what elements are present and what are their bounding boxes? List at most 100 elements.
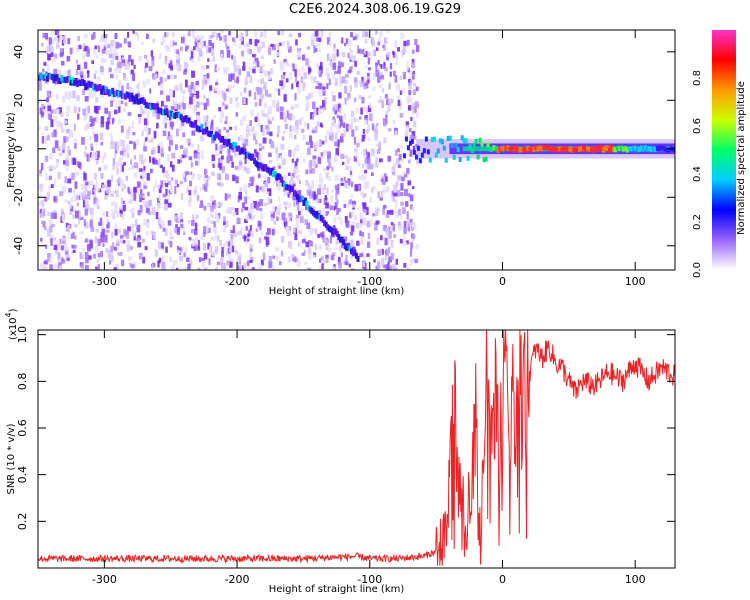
doppler-curve-mark — [324, 221, 328, 228]
noise-speck — [402, 171, 406, 176]
noise-speck — [367, 57, 370, 65]
noise-speck — [166, 154, 170, 162]
noise-speck — [87, 255, 92, 260]
noise-speck — [245, 226, 248, 231]
doppler-curve-mark — [38, 74, 41, 81]
noise-speck — [318, 87, 322, 93]
noise-speck — [85, 238, 89, 242]
noise-speck — [165, 188, 168, 197]
noise-speck — [402, 72, 406, 80]
noise-speck — [362, 207, 366, 212]
noise-speck — [314, 244, 318, 250]
noise-speck — [327, 73, 331, 80]
noise-speck — [177, 159, 181, 164]
noise-speck — [382, 44, 385, 49]
noise-speck — [49, 109, 54, 114]
noise-speck — [47, 53, 51, 61]
noise-speck — [379, 64, 383, 69]
noise-speck — [93, 172, 97, 180]
noise-speck — [400, 32, 405, 39]
noise-speck — [312, 254, 316, 259]
noise-speck — [395, 53, 399, 61]
noise-speck — [395, 200, 398, 208]
noise-speck — [142, 176, 145, 182]
noise-speck — [366, 253, 370, 257]
noise-speck — [201, 262, 205, 268]
noise-speck — [343, 203, 347, 208]
carrier-mark — [611, 146, 615, 152]
noise-speck — [127, 186, 130, 193]
noise-speck — [332, 225, 336, 230]
noise-speck — [158, 185, 162, 194]
noise-speck — [121, 139, 125, 147]
noise-speck — [332, 48, 337, 52]
noise-speck — [46, 111, 50, 119]
noise-speck — [411, 186, 415, 190]
y-tick-label: -20 — [12, 188, 25, 206]
noise-speck — [110, 46, 113, 53]
noise-speck — [120, 167, 123, 173]
noise-speck — [191, 238, 196, 247]
doppler-curve-mark — [206, 130, 210, 137]
noise-speck — [64, 136, 69, 142]
noise-speck — [377, 66, 381, 70]
noise-speck — [235, 153, 239, 158]
noise-speck — [126, 240, 131, 247]
noise-speck — [122, 152, 127, 157]
noise-speck — [143, 170, 146, 177]
noise-speck — [60, 208, 64, 216]
noise-speck — [94, 236, 98, 244]
noise-speck — [159, 76, 163, 84]
carrier-mark — [502, 145, 506, 151]
doppler-curve-mark — [101, 85, 105, 92]
noise-speck — [298, 210, 301, 216]
noise-speck — [41, 220, 44, 225]
doppler-curve-mark — [200, 123, 204, 130]
noise-speck — [332, 62, 337, 70]
noise-speck — [50, 119, 54, 128]
noise-speck — [317, 70, 321, 74]
noise-speck — [74, 181, 78, 189]
noise-speck — [242, 66, 246, 71]
noise-speck — [314, 142, 317, 151]
noise-speck — [193, 243, 197, 252]
doppler-curve-mark — [353, 249, 357, 256]
noise-speck — [318, 258, 322, 263]
noise-speck — [54, 240, 58, 247]
doppler-curve-mark — [187, 117, 191, 124]
noise-speck — [247, 209, 251, 214]
y-multiplier: (x104) — [4, 308, 19, 340]
noise-speck — [266, 113, 270, 121]
carrier-mark — [406, 145, 410, 151]
noise-speck — [129, 209, 133, 213]
noise-speck — [245, 47, 248, 52]
noise-speck — [397, 47, 401, 52]
noise-speck — [207, 58, 210, 62]
noise-speck — [366, 107, 369, 114]
noise-speck — [215, 234, 218, 240]
noise-speck — [369, 101, 372, 108]
noise-speck — [158, 194, 162, 201]
noise-speck — [190, 51, 194, 59]
noise-speck — [98, 167, 102, 172]
noise-speck — [258, 119, 261, 125]
noise-speck — [336, 199, 339, 204]
noise-speck — [244, 158, 247, 165]
noise-speck — [295, 199, 300, 205]
doppler-curve-mark — [61, 77, 65, 84]
noise-speck — [204, 267, 208, 270]
noise-speck — [393, 40, 398, 49]
noise-speck — [286, 41, 290, 50]
noise-speck — [175, 63, 179, 70]
noise-speck — [348, 200, 352, 205]
noise-speck — [156, 185, 161, 189]
noise-speck — [327, 167, 330, 175]
noise-speck — [318, 266, 323, 270]
noise-speck — [100, 141, 104, 146]
noise-speck — [381, 88, 385, 93]
noise-speck — [119, 204, 123, 210]
noise-speck — [367, 67, 371, 71]
noise-speck — [47, 105, 52, 112]
carrier-mark — [631, 145, 635, 151]
noise-speck — [400, 223, 403, 231]
